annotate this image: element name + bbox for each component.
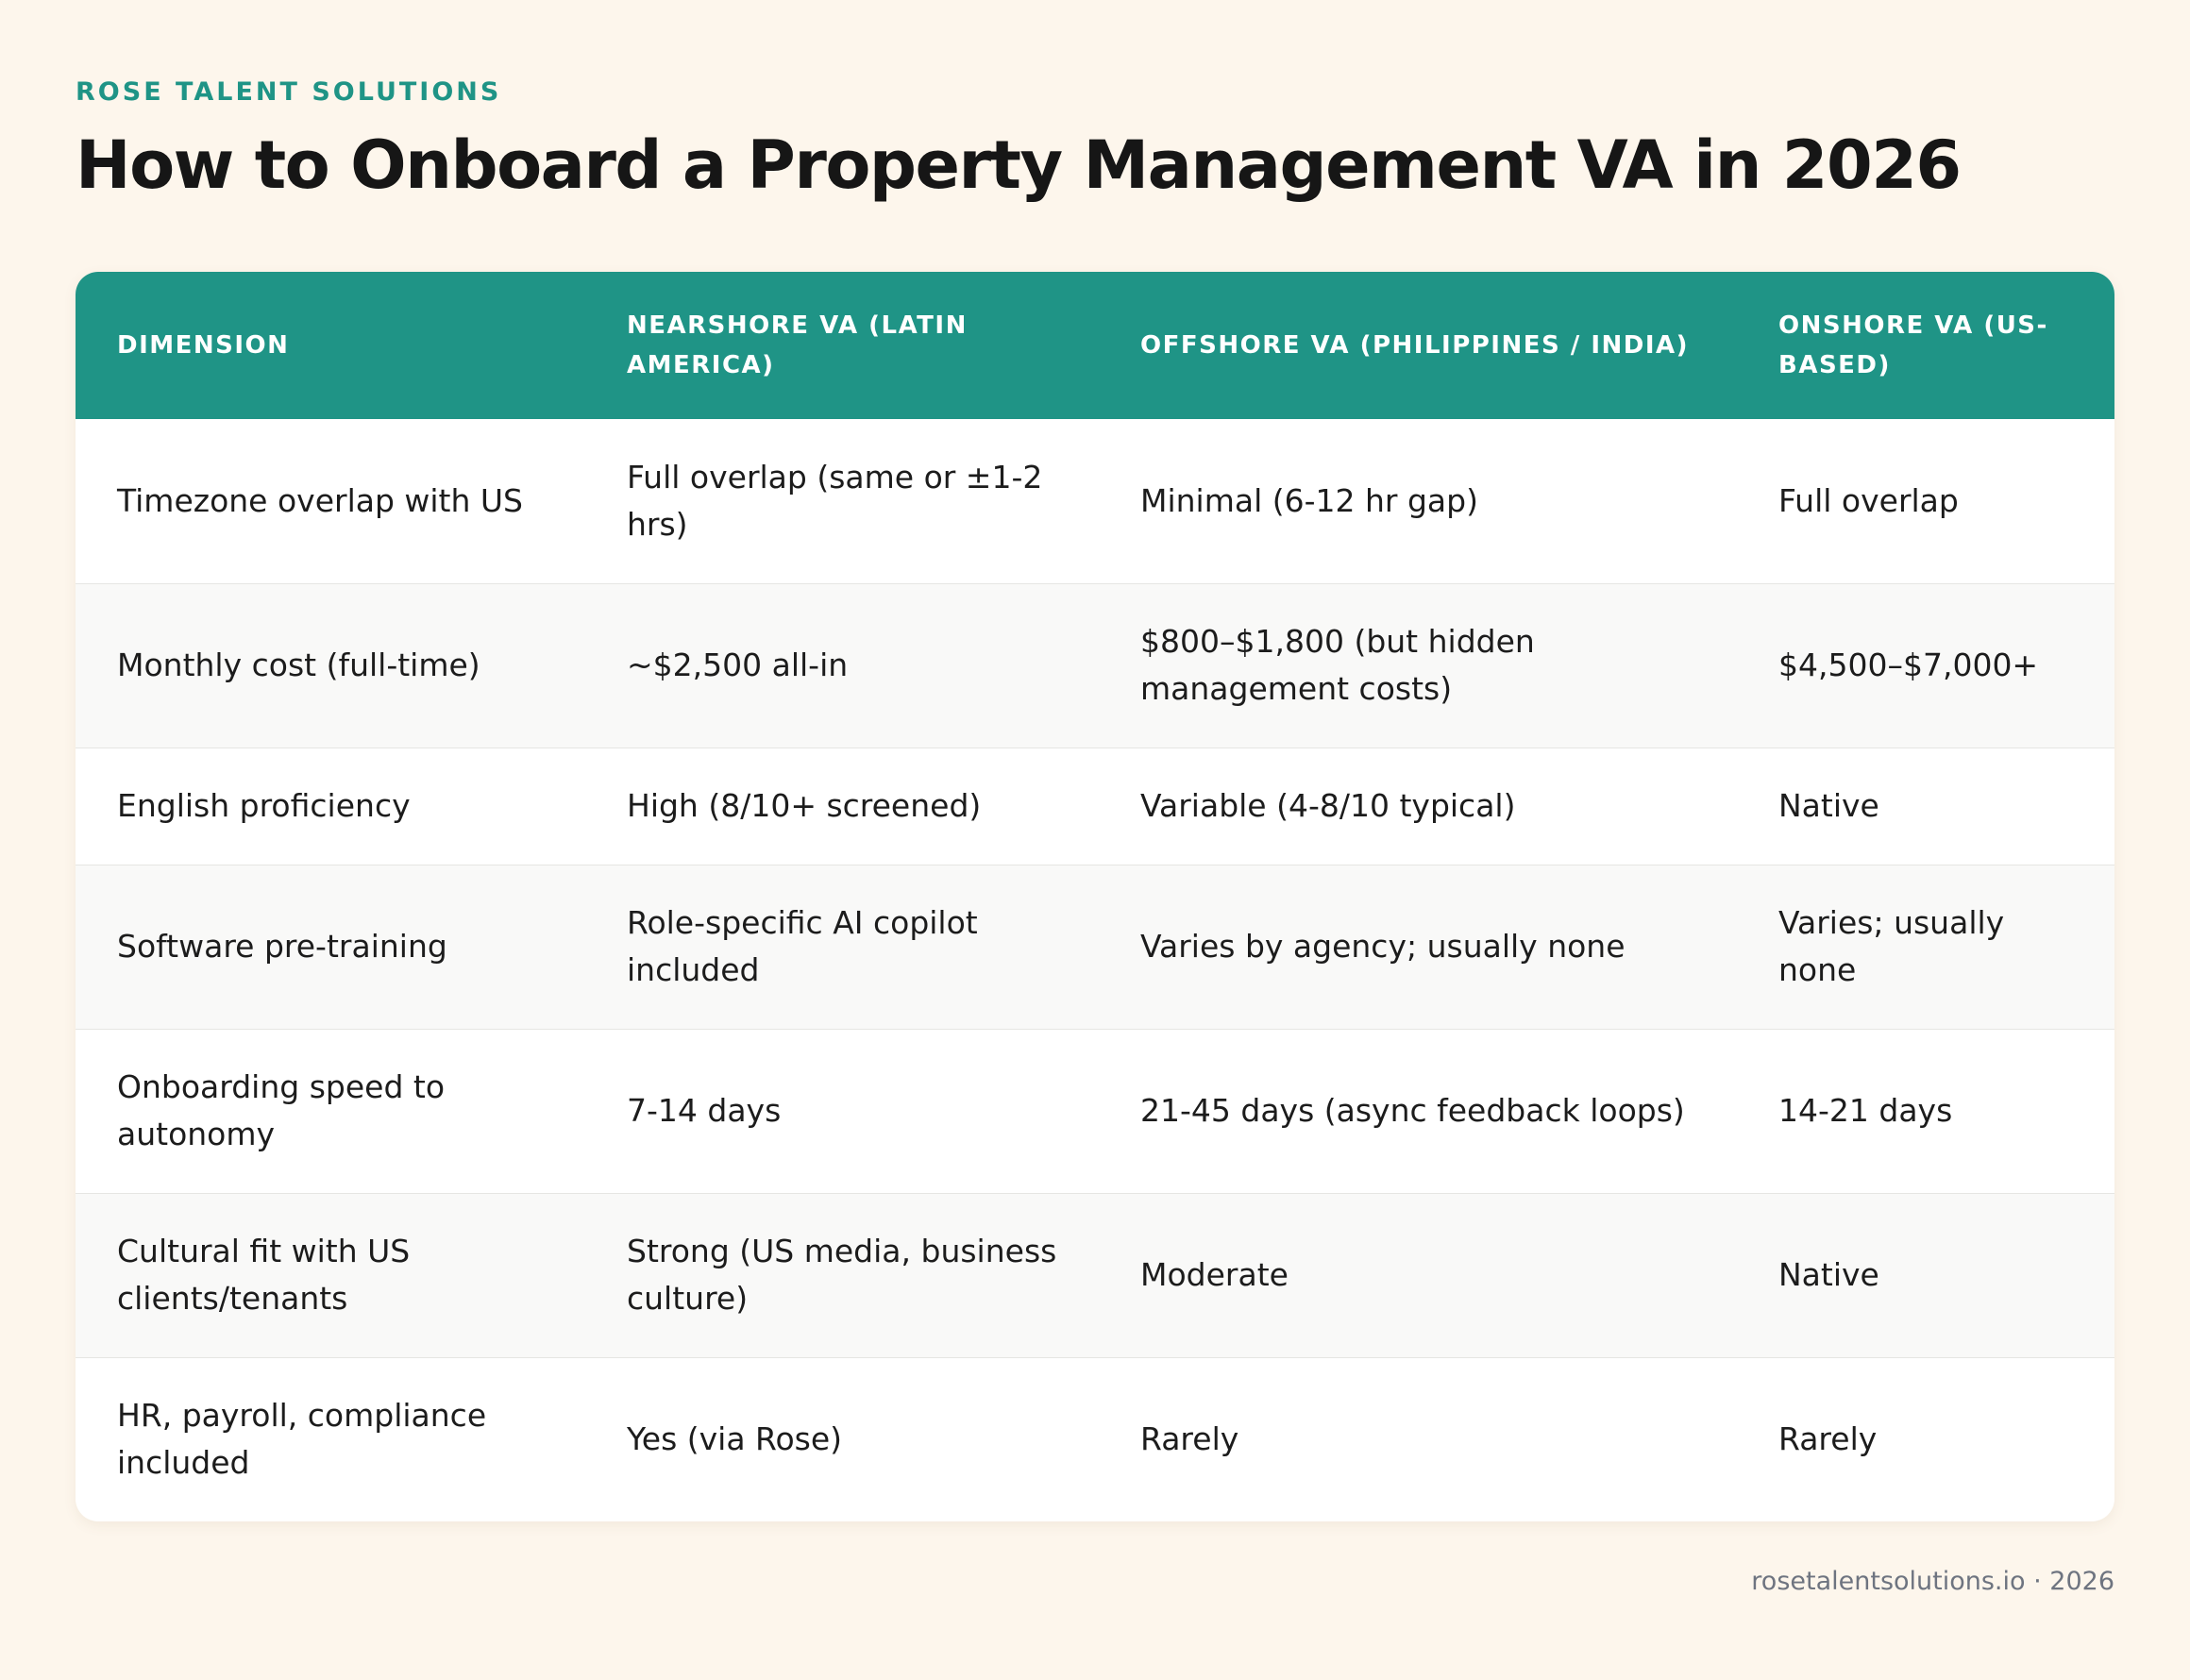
table-row: Timezone overlap with US Full overlap (s… xyxy=(76,419,2114,583)
table-row: Monthly cost (full-time) ~$2,500 all-in … xyxy=(76,582,2114,748)
cell-dimension: Cultural fit with US clients/tenants xyxy=(76,1192,585,1357)
cell-dimension: HR, payroll, compliance included xyxy=(76,1356,585,1521)
table-header-row: DIMENSION NEARSHORE VA (LATIN AMERICA) O… xyxy=(76,272,2114,419)
cell-offshore: Varies by agency; usually none xyxy=(1099,864,1737,1029)
cell-offshore: Moderate xyxy=(1099,1192,1737,1357)
cell-onshore: Native xyxy=(1737,1192,2114,1357)
cell-offshore: $800–$1,800 (but hidden management costs… xyxy=(1099,582,1737,748)
table-row: Onboarding speed to autonomy 7-14 days 2… xyxy=(76,1028,2114,1193)
cell-dimension: Software pre-training xyxy=(76,864,585,1029)
cell-dimension: Timezone overlap with US xyxy=(117,481,523,519)
header-dimension: DIMENSION xyxy=(117,331,290,360)
cell-offshore: Minimal (6-12 hr gap) xyxy=(1140,481,1478,519)
cell-nearshore: Strong (US media, business culture) xyxy=(585,1192,1099,1357)
cell-nearshore: 7-14 days xyxy=(585,1028,1099,1193)
cell-nearshore: Full overlap (same or ±1-2 hrs) xyxy=(627,458,1043,543)
cell-dimension: Monthly cost (full-time) xyxy=(76,582,585,748)
footer-note: rosetalentsolutions.io · 2026 xyxy=(1751,1567,2114,1596)
header-offshore: OFFSHORE VA (PHILIPPINES / INDIA) xyxy=(1140,331,1690,360)
cell-offshore: Rarely xyxy=(1099,1356,1737,1521)
header-nearshore: NEARSHORE VA (LATIN AMERICA) xyxy=(627,311,968,379)
cell-dimension: Onboarding speed to autonomy xyxy=(76,1028,585,1193)
comparison-table-card: DIMENSION NEARSHORE VA (LATIN AMERICA) O… xyxy=(76,272,2114,1521)
cell-offshore: Variable (4-8/10 typical) xyxy=(1099,747,1737,865)
cell-nearshore: High (8/10+ screened) xyxy=(585,747,1099,865)
cell-nearshore: ~$2,500 all-in xyxy=(585,582,1099,748)
table-row: Software pre-training Role-specific AI c… xyxy=(76,864,2114,1029)
cell-dimension: English proficiency xyxy=(76,747,585,865)
header-onshore: ONSHORE VA (US-BASED) xyxy=(1778,311,2048,379)
cell-onshore: Rarely xyxy=(1737,1356,2114,1521)
cell-onshore: $4,500–$7,000+ xyxy=(1737,582,2114,748)
cell-offshore: 21-45 days (async feedback loops) xyxy=(1099,1028,1737,1193)
cell-nearshore: Role-specific AI copilot included xyxy=(585,864,1099,1029)
cell-onshore: 14-21 days xyxy=(1737,1028,2114,1193)
comparison-table: DIMENSION NEARSHORE VA (LATIN AMERICA) O… xyxy=(76,272,2114,1521)
cell-nearshore: Yes (via Rose) xyxy=(585,1356,1099,1521)
cell-onshore: Native xyxy=(1737,747,2114,865)
cell-onshore: Full overlap xyxy=(1778,481,1959,519)
table-row: English proficiency High (8/10+ screened… xyxy=(76,747,2114,865)
table-row: HR, payroll, compliance included Yes (vi… xyxy=(76,1356,2114,1521)
table-row: Cultural fit with US clients/tenants Str… xyxy=(76,1192,2114,1357)
page-title: How to Onboard a Property Management VA … xyxy=(76,126,1962,204)
cell-onshore: Varies; usually none xyxy=(1737,864,2114,1029)
brand-label: ROSE TALENT SOLUTIONS xyxy=(76,77,502,107)
